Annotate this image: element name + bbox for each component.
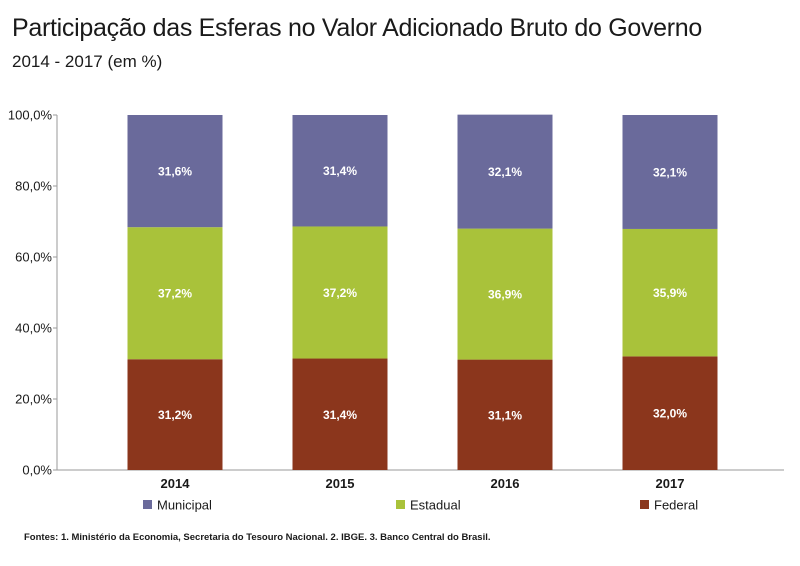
data-label: 31,4%	[323, 164, 357, 178]
data-label: 32,0%	[653, 407, 687, 421]
bar-segment	[292, 115, 388, 227]
bar-segment	[457, 359, 553, 470]
data-label: 35,9%	[653, 286, 687, 300]
data-label: 31,1%	[488, 408, 522, 422]
data-label: 32,1%	[653, 165, 687, 179]
bar-segment	[292, 226, 388, 359]
data-label: 32,1%	[488, 165, 522, 179]
chart-subtitle: 2014 - 2017 (em %)	[12, 52, 163, 71]
legend-swatch	[640, 500, 649, 509]
legend-swatch	[143, 500, 152, 509]
bar-segment	[622, 115, 718, 229]
source-note: Fontes: 1. Ministério da Economia, Secre…	[24, 532, 491, 543]
legend-label: Estadual	[410, 498, 461, 513]
chart-title: Participação das Esferas no Valor Adicio…	[12, 14, 702, 42]
legend-swatch	[396, 500, 405, 509]
x-tick-label: 2017	[656, 476, 685, 491]
y-tick-label: 100,0%	[8, 108, 53, 123]
y-tick-label: 40,0%	[15, 321, 52, 336]
x-tick-label: 2015	[326, 476, 355, 491]
bar-segment	[622, 228, 718, 357]
bar-segment	[292, 358, 388, 470]
bar-segment	[127, 227, 223, 360]
bar-segment	[127, 115, 223, 228]
data-label: 31,6%	[158, 165, 192, 179]
data-label: 36,9%	[488, 288, 522, 302]
y-tick-label: 20,0%	[15, 392, 52, 407]
x-tick-label: 2016	[491, 476, 520, 491]
legend-label: Federal	[654, 498, 698, 513]
legend-label: Municipal	[157, 498, 212, 513]
bar-segment	[622, 356, 718, 470]
data-label: 37,2%	[158, 287, 192, 301]
y-tick-label: 0,0%	[22, 463, 52, 478]
bar-segment	[457, 114, 553, 229]
bar-segment	[457, 228, 553, 360]
x-tick-label: 2014	[161, 476, 191, 491]
y-tick-label: 80,0%	[15, 179, 52, 194]
data-label: 37,2%	[323, 286, 357, 300]
y-tick-label: 60,0%	[15, 250, 52, 265]
data-label: 31,4%	[323, 408, 357, 422]
data-label: 31,2%	[158, 408, 192, 422]
bar-segment	[127, 359, 223, 470]
